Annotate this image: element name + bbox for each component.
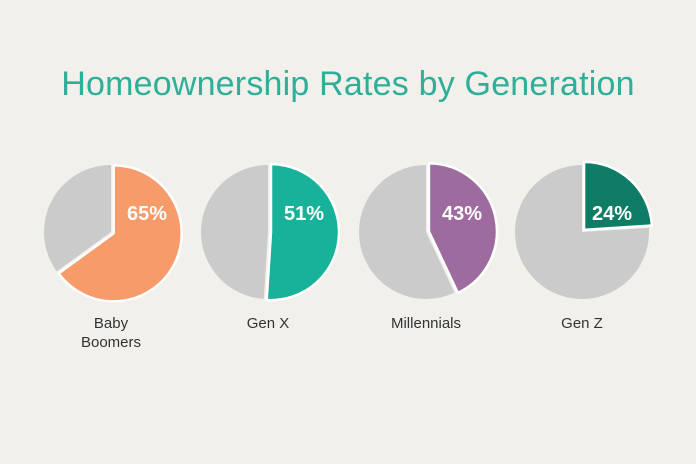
- pie-category-label: Gen Z: [561, 315, 603, 332]
- pie-category-label: Baby Boomers: [81, 315, 141, 351]
- pie-slice-value: [427, 162, 499, 295]
- pie-gen-z: 24% Gen Z: [515, 160, 654, 332]
- pie-value-label: 65%: [127, 203, 167, 225]
- pie-millennials: 43% Millennials: [358, 162, 499, 332]
- pie-category-label: Millennials: [391, 315, 461, 332]
- pie-gen-x: 51% Gen X: [200, 162, 341, 332]
- pie-slice-remainder: [358, 165, 455, 299]
- pie-value-label: 43%: [442, 203, 482, 225]
- pie-slice-value: [265, 162, 341, 302]
- pie-value-label: 51%: [284, 203, 324, 225]
- pie-value-label: 24%: [592, 203, 632, 225]
- pie-slice-remainder: [515, 165, 649, 299]
- pie-slice-remainder: [200, 165, 268, 299]
- pie-slice-value: [57, 164, 183, 303]
- pie-category-label: Gen X: [247, 315, 290, 332]
- pie-slice-value: [582, 160, 654, 232]
- pie-slice-remainder: [44, 165, 111, 272]
- pie-baby-boomers: 65% Baby Boomers: [44, 164, 183, 351]
- chart-title: Homeownership Rates by Generation: [61, 65, 635, 103]
